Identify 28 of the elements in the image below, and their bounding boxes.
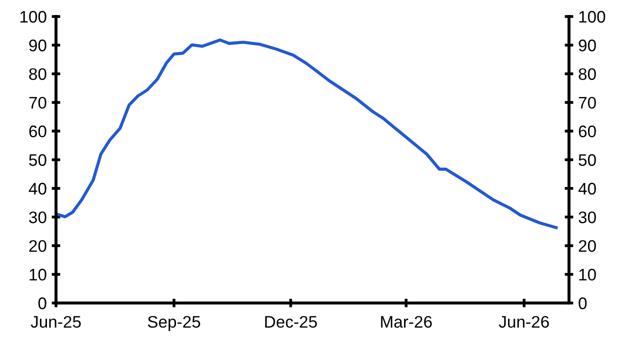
y-tick-label: 30 — [29, 211, 46, 224]
y2-tick-label: 0 — [578, 297, 587, 310]
y2-tick-label: 10 — [579, 268, 596, 281]
x-tick-label: Mar-26 — [381, 316, 432, 328]
x-tick-label: Jun-26 — [498, 316, 549, 328]
y2-tick-label: 70 — [578, 96, 596, 109]
y-tick-label: 0 — [38, 297, 46, 310]
y2-tick-label: 90 — [578, 40, 596, 52]
y2-tick-label: 20 — [578, 240, 596, 252]
y-tick-label: 90 — [29, 40, 46, 52]
y2-tick-label: 50 — [578, 154, 596, 166]
y-tick-label: 100 — [20, 10, 46, 23]
y-tick-label: 70 — [29, 96, 46, 109]
x-tick-label: Jun-25 — [30, 316, 81, 328]
y-tick-label: 10 — [30, 268, 46, 281]
line-series — [56, 38, 558, 230]
y-tick-label: 20 — [29, 240, 46, 252]
y-tick-label: 80 — [29, 68, 46, 80]
y-tick-label: 60 — [29, 126, 46, 138]
x-tick-label: Sep-25 — [148, 316, 200, 332]
y2-tick-label: 30 — [578, 211, 596, 224]
y2-tick-label: 60 — [578, 126, 596, 138]
y2-tick-label: 40 — [578, 182, 596, 195]
y-tick-label: 50 — [29, 154, 46, 166]
x-tick-label: Dec-25 — [265, 316, 317, 328]
y2-tick-label: 80 — [578, 68, 596, 80]
y2-tick-label: 100 — [579, 10, 606, 23]
y-tick-label: 40 — [28, 182, 46, 195]
